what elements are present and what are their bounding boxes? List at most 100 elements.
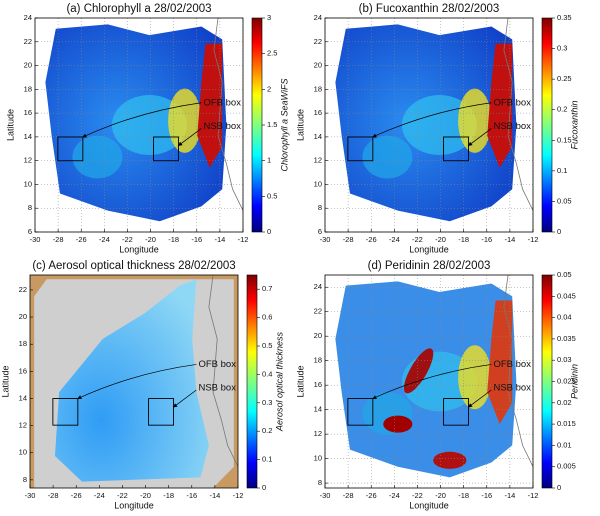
colorbar-tick-label: 3 <box>267 13 271 22</box>
x-tick-label: -14 <box>214 235 225 244</box>
y-tick-label: 24 <box>314 13 322 22</box>
y-tick-label: 22 <box>24 37 32 46</box>
colorbar <box>541 17 553 233</box>
x-tick-label: -26 <box>71 491 82 500</box>
x-tick-label: -22 <box>117 491 128 500</box>
y-tick-label: 22 <box>19 285 27 294</box>
colorbar-label: Chlorophyll a SeaWiFS <box>279 79 289 172</box>
colorbar-tick-label: 1 <box>267 156 271 165</box>
y-tick-label: 14 <box>314 405 322 414</box>
ofb-box <box>347 398 374 426</box>
y-tick-label: 24 <box>24 13 32 22</box>
map-image <box>45 18 243 222</box>
x-tick-label: -24 <box>99 235 110 244</box>
x-tick-label: -28 <box>343 491 354 500</box>
colorbar-tick-label: 0 <box>557 227 561 236</box>
x-tick-label: -30 <box>320 235 331 244</box>
y-tick-label: 10 <box>19 448 27 457</box>
colorbar-tick-label: 0.25 <box>557 74 572 83</box>
patch <box>458 88 492 153</box>
colorbar-tick-label: 0.005 <box>557 462 576 471</box>
y-tick-label: 20 <box>314 61 322 70</box>
colorbar-label: Fucoxanthin <box>569 100 579 149</box>
x-tick-label: -28 <box>53 235 64 244</box>
x-tick-label: -20 <box>435 491 446 500</box>
x-tick-label: -18 <box>163 491 174 500</box>
colorbar-tick-label: 0.5 <box>262 341 272 350</box>
x-tick-label: -16 <box>481 235 492 244</box>
panel-title: (d) Peridinin 28/02/2003 <box>368 260 491 272</box>
plot-frame <box>324 274 534 489</box>
nsb-box <box>443 398 469 426</box>
y-tick-label: 14 <box>24 132 32 141</box>
arrow <box>82 102 202 138</box>
x-tick-label: -14 <box>209 491 220 500</box>
y-tick-label: 20 <box>19 312 27 321</box>
y-tick-label: 10 <box>314 179 322 188</box>
y-tick-label: 12 <box>19 421 27 430</box>
coastline <box>503 18 533 211</box>
x-tick-label: -26 <box>76 235 87 244</box>
colorbar-tick-label: 0 <box>557 483 561 492</box>
y-tick-label: 8 <box>318 478 322 487</box>
colorbar-tick-label: 0.2 <box>262 426 272 435</box>
arrow <box>372 102 492 138</box>
y-tick-label: 22 <box>314 307 322 316</box>
y-tick-label: 16 <box>19 366 27 375</box>
y-tick-label: 22 <box>314 37 322 46</box>
y-tick-label: 12 <box>24 156 32 165</box>
x-tick-label: -24 <box>389 235 400 244</box>
y-tick-label: 20 <box>24 61 32 70</box>
annotation: NSB box <box>203 121 241 132</box>
colorbar-tick-label: 0.5 <box>267 191 277 200</box>
colorbar-tick-label: 2.5 <box>267 49 277 58</box>
y-tick-label: 18 <box>24 84 32 93</box>
x-tick-label: -24 <box>389 491 400 500</box>
x-tick-label: -26 <box>366 491 377 500</box>
map-image <box>30 275 238 488</box>
patch <box>433 451 467 469</box>
y-tick-label: 8 <box>318 203 322 212</box>
x-tick-label: -18 <box>458 491 469 500</box>
annotation: OFB box <box>493 97 531 108</box>
x-tick-label: -12 <box>233 491 244 500</box>
y-tick-label: 14 <box>314 132 322 141</box>
y-tick-label: 8 <box>28 203 32 212</box>
x-tick-label: -22 <box>122 235 133 244</box>
aot-field <box>54 279 209 482</box>
y-tick-label: 16 <box>314 380 322 389</box>
ofb-box <box>347 136 374 162</box>
y-tick-label: 16 <box>24 108 32 117</box>
x-axis-label: Longitude <box>409 244 449 254</box>
colorbar-tick-label: 0.3 <box>262 398 272 407</box>
annotation: NSB box <box>198 382 236 393</box>
colorbar-tick-label: 0.05 <box>557 196 572 205</box>
panel-title: (b) Fucoxanthin 28/02/2003 <box>359 3 500 15</box>
x-tick-label: -28 <box>48 491 59 500</box>
annotation: OFB box <box>493 359 531 370</box>
x-tick-label: -20 <box>140 491 151 500</box>
coastal-high <box>487 300 513 425</box>
patch <box>111 95 187 155</box>
colorbar-tick-label: 0.05 <box>557 270 572 279</box>
panel: -30 -28 -26 -24 -22 -20 -18 -16 -14 -126810121416… <box>295 3 579 254</box>
x-tick-label: -30 <box>30 235 41 244</box>
patch <box>383 415 413 433</box>
x-tick-label: -20 <box>145 235 156 244</box>
y-tick-label: 8 <box>23 475 27 484</box>
x-tick-label: -16 <box>186 491 197 500</box>
patch <box>403 348 434 394</box>
arrow <box>177 128 202 146</box>
colorbar-tick-label: 0.35 <box>557 13 572 22</box>
colorbar-tick-label: 0 <box>267 227 271 236</box>
colorbar <box>246 274 258 489</box>
x-tick-label: -18 <box>458 235 469 244</box>
plot-frame <box>34 17 244 233</box>
colorbar-tick-label: 0 <box>262 483 266 492</box>
panel: -30 -28 -26 -24 -22 -20 -18 -16 -14 -126810121416… <box>5 3 289 254</box>
colorbar-tick-label: 0.2 <box>557 105 567 114</box>
ofb-box <box>52 398 79 426</box>
colorbar-tick-label: 0.015 <box>557 419 576 428</box>
patch <box>168 88 202 153</box>
